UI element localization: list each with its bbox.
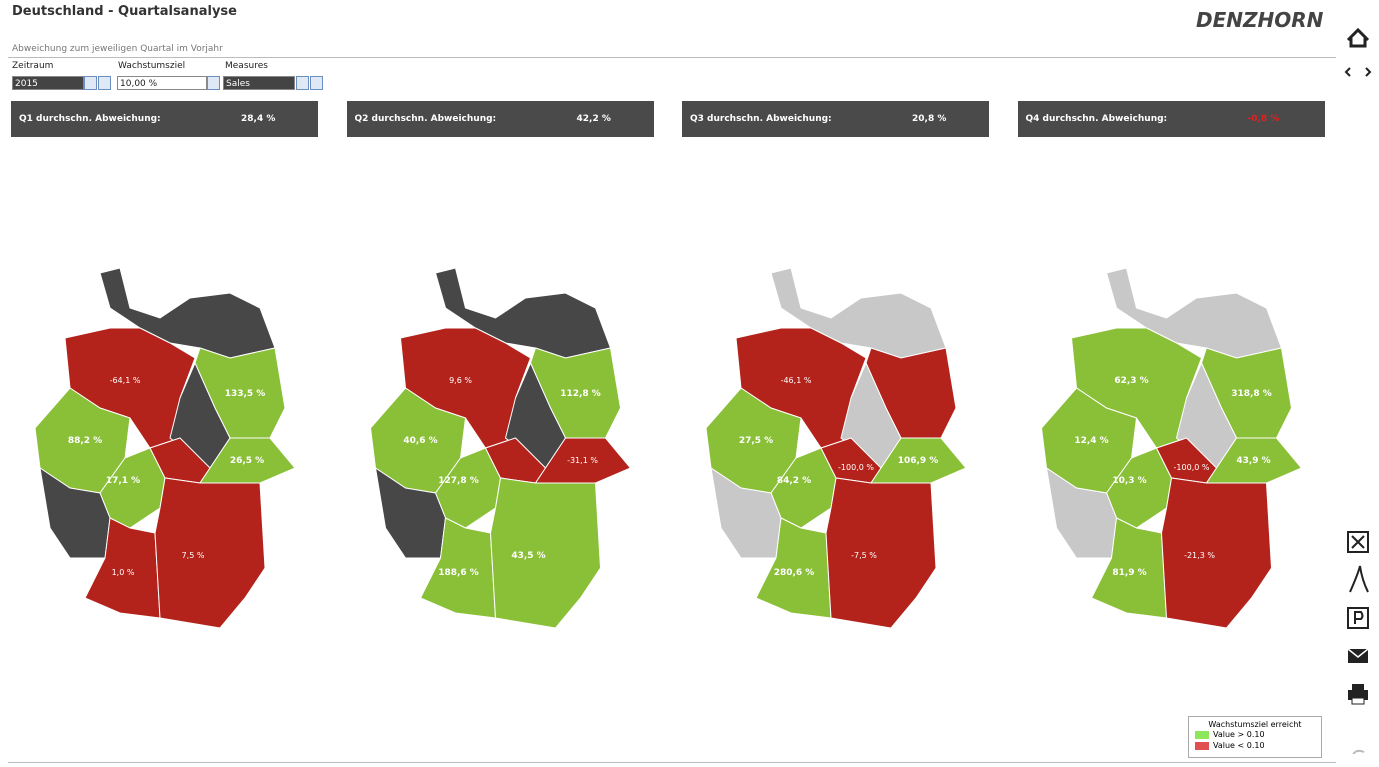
legend-item: Value < 0.10	[1195, 740, 1321, 751]
region-label: 9,6 %	[449, 376, 472, 385]
map: 62,3 % 318,8 % 12,4 % 10,3 % -100,0 % 43,9 % 1…	[1033, 267, 1303, 629]
pdf-icon[interactable]	[1349, 565, 1369, 593]
maps: -64,1 % 133,5 % 88,2 % 17,1 % 26,5 % 1,0 % 7,5…	[34, 267, 1303, 629]
legend-label: Value > 0.10	[1213, 730, 1265, 739]
filter-label: Wachstumsziel	[118, 61, 186, 71]
subtitle: Abweichung zum jeweiligen Quartal im Vor…	[12, 44, 223, 54]
region-label: 12,4 %	[1074, 436, 1108, 446]
kpi-box: Q2 durchschn. Abweichung: 42,2 %	[346, 101, 654, 137]
map: -64,1 % 133,5 % 88,2 % 17,1 % 26,5 % 1,0 % 7,5…	[34, 267, 296, 629]
region-label: 133,5 %	[225, 389, 266, 399]
sidebar	[1344, 27, 1372, 754]
spin-button[interactable]	[296, 76, 309, 90]
region-label: 106,9 %	[898, 456, 939, 466]
region-label: 43,5 %	[511, 551, 545, 561]
excel-icon	[1351, 535, 1365, 549]
kpi-value: 20,8 %	[912, 114, 947, 124]
region-label: 280,6 %	[774, 568, 815, 578]
region-label: 112,8 %	[560, 389, 601, 399]
logo: DENZHORN	[1196, 8, 1324, 32]
region-label: 1,0 %	[112, 568, 135, 577]
legend-label: Value < 0.10	[1213, 741, 1265, 750]
filter-label: Measures	[225, 61, 268, 71]
region-label: 88,2 %	[68, 436, 102, 446]
kpi-label: Q1 durchschn. Abweichung:	[19, 114, 161, 124]
region-label: 43,9 %	[1236, 456, 1270, 466]
nav-icon[interactable]	[1344, 67, 1372, 77]
kpi-box: Q4 durchschn. Abweichung: -0,8 %	[1017, 101, 1325, 137]
region-label: 17,1 %	[106, 476, 140, 486]
map: -46,1 % 27,5 % 84,2 % -100,0 % 106,9 % 24,4 %…	[697, 267, 967, 629]
legend-item: Value > 0.10	[1195, 729, 1321, 740]
undo-icon[interactable]	[1352, 749, 1365, 754]
region[interactable]	[1160, 477, 1273, 629]
region-label: 40,6 %	[403, 436, 437, 446]
region-label: -46,1 %	[781, 376, 812, 385]
kpi-value: 28,4 %	[241, 114, 276, 124]
filter-button[interactable]	[310, 76, 323, 90]
region-label: 10,0 %	[1033, 531, 1061, 540]
legend-swatch	[1195, 730, 1209, 739]
region-label: 26,5 %	[230, 456, 264, 466]
print-icon	[1352, 684, 1364, 690]
filter-label: Zeitraum	[12, 61, 54, 71]
divider	[8, 57, 1336, 58]
region[interactable]	[154, 477, 266, 629]
region-label: 318,8 %	[1231, 389, 1272, 399]
map: 9,6 % 112,8 % 40,6 % 127,8 % -31,1 % 188,6 % 4…	[369, 267, 632, 629]
region-label: 127,8 %	[438, 476, 479, 486]
ppt-icon	[1354, 611, 1364, 624]
filter-value[interactable]: 10,00 %	[117, 76, 207, 90]
region-label: 27,5 %	[739, 436, 773, 446]
region[interactable]	[489, 477, 602, 629]
region-label: -21,3 %	[1184, 551, 1215, 560]
ppt-icon[interactable]	[1347, 607, 1369, 629]
legend-title: Wachstumsziel erreicht	[1208, 720, 1302, 729]
title: Deutschland - Quartalsanalyse	[12, 4, 237, 19]
legend-swatch	[1195, 741, 1209, 750]
region-label: 24,4 %	[697, 531, 725, 540]
spin-button[interactable]	[84, 76, 97, 90]
region[interactable]	[825, 477, 937, 629]
kpi-label: Q4 durchschn. Abweichung:	[1025, 114, 1168, 124]
print-icon	[1351, 697, 1365, 705]
region-label: -7,5 %	[851, 551, 877, 560]
legend: Wachstumsziel erreicht Value > 0.10 Value…	[1188, 716, 1322, 758]
region-label: -64,1 %	[110, 376, 141, 385]
region-label: 188,6 %	[438, 568, 479, 578]
kpi-value: 42,2 %	[576, 114, 611, 124]
mail-icon	[1347, 648, 1369, 658]
region-label: -100,0 %	[838, 463, 874, 472]
region-label: 84,2 %	[777, 476, 811, 486]
kpi-label: Q2 durchschn. Abweichung:	[354, 114, 497, 124]
excel-icon[interactable]	[1347, 531, 1369, 553]
kpi-value: -0,8 %	[1247, 114, 1280, 124]
divider	[8, 762, 1336, 763]
kpi-label: Q3 durchschn. Abweichung:	[690, 114, 832, 124]
filter-value[interactable]: Sales	[223, 76, 295, 90]
kpi-box: Q1 durchschn. Abweichung: 28,4 %	[11, 101, 318, 137]
print-icon[interactable]	[1348, 690, 1368, 700]
filter-button[interactable]	[98, 76, 111, 90]
filter-value[interactable]: 2015	[12, 76, 84, 90]
region-label: -100,0 %	[1174, 463, 1210, 472]
spin-button[interactable]	[207, 76, 220, 90]
region-label: 81,9 %	[1112, 568, 1146, 578]
home-icon[interactable]	[1346, 27, 1370, 48]
region-label: 7,5 %	[182, 551, 205, 560]
kpi-box: Q3 durchschn. Abweichung: 20,8 %	[682, 101, 989, 137]
region-label: 62,3 %	[1114, 376, 1148, 386]
region-label: 10,3 %	[1112, 476, 1146, 486]
region-label: -31,1 %	[567, 456, 598, 465]
